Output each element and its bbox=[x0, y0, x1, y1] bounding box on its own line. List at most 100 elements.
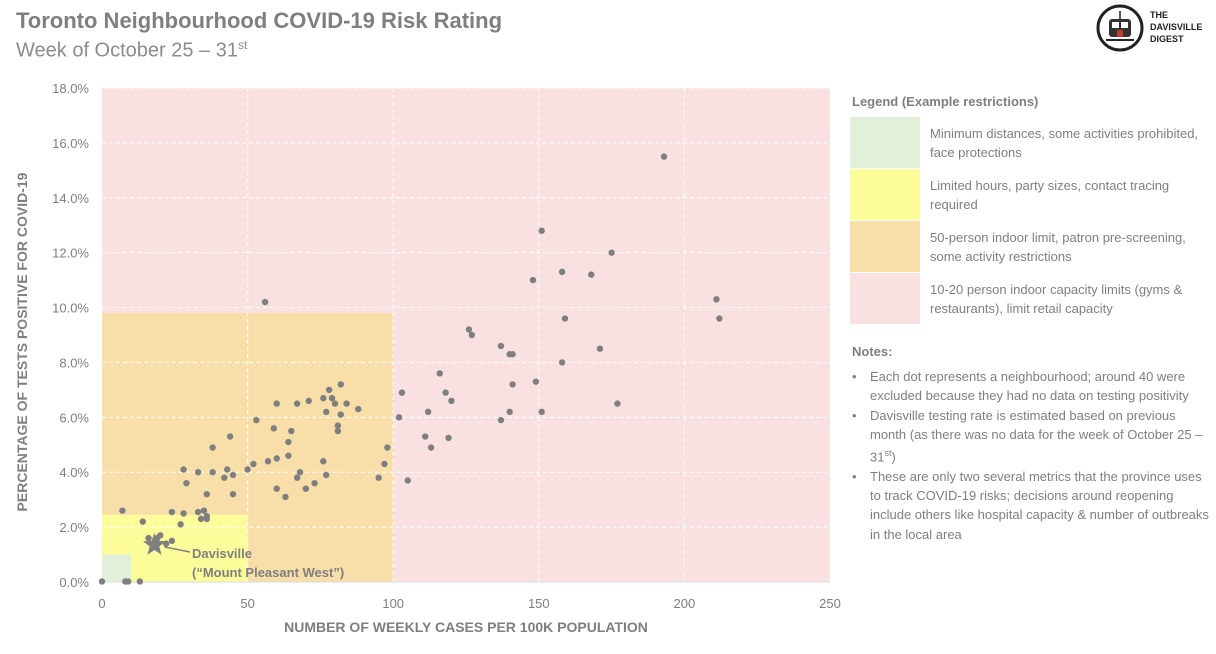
data-point bbox=[244, 466, 251, 473]
data-point bbox=[323, 408, 330, 416]
y-tick-label: 12.0% bbox=[52, 246, 89, 261]
data-point bbox=[538, 227, 545, 234]
data-point bbox=[200, 507, 208, 514]
data-point bbox=[209, 444, 216, 451]
data-point bbox=[660, 153, 668, 160]
data-point bbox=[197, 515, 205, 523]
legend-swatch-yellow bbox=[850, 169, 920, 220]
legend-item-yellow: Limited hours, party sizes, contact trac… bbox=[850, 169, 1210, 220]
data-point bbox=[145, 534, 152, 542]
data-point bbox=[381, 460, 388, 468]
data-point bbox=[445, 434, 452, 442]
data-point bbox=[506, 408, 513, 416]
legend-text: Limited hours, party sizes, contact trac… bbox=[930, 177, 1170, 212]
data-point bbox=[250, 460, 257, 468]
notes: Notes: Each dot represents a neighbourho… bbox=[852, 344, 1212, 544]
y-tick-label: 2.0% bbox=[59, 520, 89, 535]
davisville-sublabel: (“Mount Pleasant West”) bbox=[192, 565, 345, 580]
data-point bbox=[561, 315, 569, 322]
data-point bbox=[285, 452, 292, 459]
data-point bbox=[311, 480, 318, 487]
data-point bbox=[203, 515, 211, 523]
data-point bbox=[157, 532, 164, 539]
x-tick-label: 100 bbox=[382, 596, 404, 611]
data-point bbox=[384, 444, 391, 451]
legend-title: Legend (Example restrictions) bbox=[852, 94, 1039, 109]
data-point bbox=[355, 405, 362, 413]
y-tick-label: 18.0% bbox=[52, 81, 89, 96]
data-point bbox=[558, 268, 566, 276]
legend-text: 50-person indoor limit, patron pre-scree… bbox=[930, 229, 1186, 264]
data-point bbox=[194, 508, 202, 516]
data-point bbox=[282, 493, 289, 501]
data-point bbox=[328, 394, 336, 402]
note-item: These are only two several metrics that … bbox=[852, 467, 1212, 544]
data-point bbox=[404, 477, 411, 484]
x-tick-label: 50 bbox=[240, 596, 254, 611]
data-point bbox=[465, 326, 473, 333]
data-point bbox=[226, 433, 234, 440]
data-point bbox=[229, 490, 237, 498]
data-point bbox=[323, 471, 330, 479]
x-axis-label: NUMBER OF WEEKLY CASES PER 100K POPULATI… bbox=[284, 619, 648, 635]
data-point bbox=[180, 466, 187, 473]
data-point bbox=[296, 469, 304, 476]
data-point bbox=[509, 351, 516, 358]
logo-text-line3: DIGEST bbox=[1150, 34, 1184, 44]
data-point bbox=[224, 466, 231, 473]
data-point bbox=[596, 345, 604, 352]
data-point bbox=[320, 394, 327, 402]
davisville-star-marker bbox=[143, 533, 166, 555]
y-tick-label: 10.0% bbox=[52, 301, 89, 316]
data-point bbox=[448, 397, 455, 405]
data-point bbox=[270, 425, 278, 432]
data-point bbox=[427, 444, 435, 451]
data-point bbox=[614, 400, 621, 407]
data-point bbox=[337, 381, 344, 388]
data-point bbox=[320, 458, 327, 465]
data-point bbox=[375, 474, 382, 481]
data-point bbox=[139, 518, 146, 525]
legend-text: Minimum distances, some activities prohi… bbox=[930, 125, 1199, 160]
data-point bbox=[293, 474, 301, 481]
data-point bbox=[194, 469, 202, 476]
data-point bbox=[261, 298, 269, 306]
davisville-label: Davisville (“Mount Pleasant West”) bbox=[192, 544, 344, 582]
legend-swatch-orange bbox=[850, 221, 920, 272]
data-point bbox=[168, 508, 176, 516]
data-point bbox=[168, 537, 176, 545]
x-tick-label: 200 bbox=[674, 596, 696, 611]
y-tick-label: 4.0% bbox=[59, 465, 89, 480]
davisville-name: Davisville bbox=[192, 546, 252, 561]
y-axis-label: PERCENTAGE OF TESTS POSITIVE FOR COVID-1… bbox=[14, 172, 30, 512]
davisville-leader-line bbox=[164, 546, 191, 553]
legend-swatch-green bbox=[850, 117, 920, 168]
data-point bbox=[716, 315, 723, 322]
legend-item-green: Minimum distances, some activities prohi… bbox=[850, 117, 1210, 168]
data-point bbox=[532, 378, 540, 385]
data-point bbox=[209, 469, 216, 476]
notes-title: Notes: bbox=[852, 344, 893, 359]
data-point bbox=[529, 276, 537, 284]
data-point bbox=[136, 578, 144, 585]
data-point bbox=[442, 389, 449, 396]
data-point bbox=[183, 480, 190, 487]
data-point bbox=[325, 386, 333, 394]
y-tick-label: 6.0% bbox=[59, 410, 89, 425]
note-item: Davisville testing rate is estimated bas… bbox=[852, 406, 1212, 467]
data-point bbox=[558, 359, 566, 366]
data-point bbox=[343, 400, 350, 407]
data-point bbox=[177, 521, 184, 528]
data-point bbox=[509, 381, 516, 388]
data-point bbox=[337, 411, 344, 418]
data-point bbox=[98, 578, 106, 585]
data-point bbox=[588, 271, 595, 278]
data-point bbox=[293, 400, 301, 407]
legend-item-orange: 50-person indoor limit, patron pre-scree… bbox=[850, 221, 1210, 272]
data-point bbox=[125, 578, 132, 585]
data-point bbox=[422, 433, 429, 440]
legend-text: 10-20 person indoor capacity limits (gym… bbox=[930, 281, 1183, 316]
data-point bbox=[424, 408, 432, 416]
y-tick-label: 16.0% bbox=[52, 136, 89, 151]
data-point bbox=[538, 408, 545, 416]
